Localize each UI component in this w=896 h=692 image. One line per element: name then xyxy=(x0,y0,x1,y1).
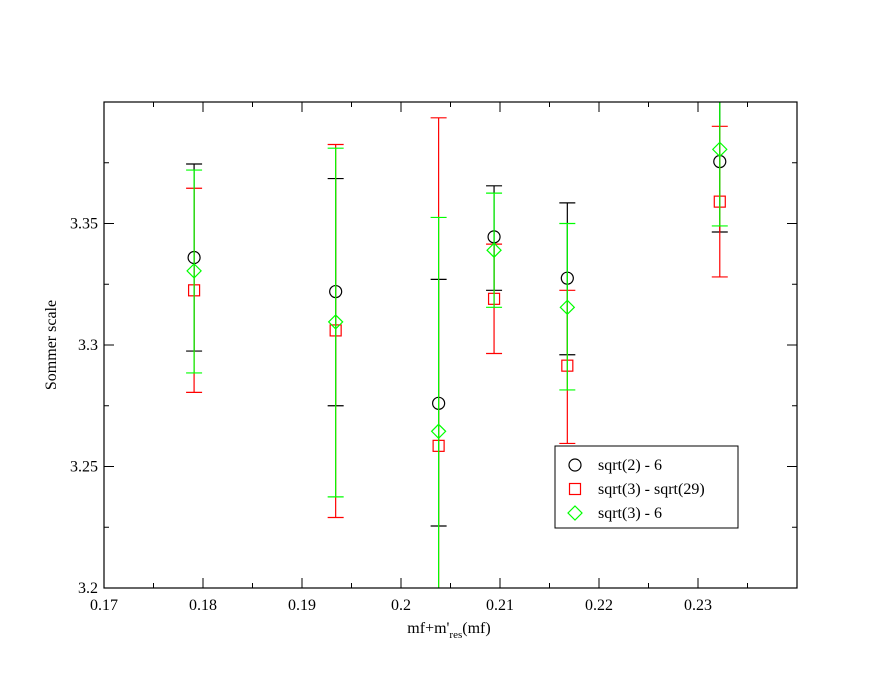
error-bar xyxy=(186,169,203,374)
legend-label-series-3: sqrt(3) - 6 xyxy=(598,505,662,522)
x-tick-label: 0.18 xyxy=(189,597,217,614)
error-bar xyxy=(559,222,576,391)
series-3 xyxy=(186,102,728,588)
error-bar xyxy=(327,147,344,498)
data-point-diamond xyxy=(559,299,576,316)
x-tick-label: 0.19 xyxy=(288,597,316,614)
legend-label-series-1: sqrt(2) - 6 xyxy=(598,457,662,474)
legend-label-series-2: sqrt(3) - sqrt(29) xyxy=(598,481,705,498)
error-bar xyxy=(486,192,503,308)
legend-entry-series-1: sqrt(2) - 6 xyxy=(568,457,662,474)
data-point-diamond xyxy=(711,141,728,158)
data-point-diamond xyxy=(186,263,202,279)
x-tick-label: 0.2 xyxy=(391,597,411,614)
y-tick-label: 3.35 xyxy=(70,216,98,233)
legend-diamond-marker xyxy=(567,505,583,521)
x-axis-label-base: mf+m' xyxy=(407,620,449,637)
data-point-diamond xyxy=(486,242,502,259)
data-point-diamond xyxy=(327,314,344,330)
legend: sqrt(2) - 6 sqrt(3) - sqrt(29) sqrt(3) -… xyxy=(554,445,739,529)
data-point-diamond xyxy=(430,423,447,440)
x-axis-label-subscript: res xyxy=(449,629,462,641)
x-axis-label: mf+m'res(mf) xyxy=(407,620,490,641)
x-tick-label: 0.17 xyxy=(90,597,118,614)
y-tick-label: 3.3 xyxy=(78,337,98,354)
plot-frame xyxy=(103,101,798,589)
tick-labels: 0.17 0.18 0.19 0.2 0.21 0.22 0.23 3.2 3.25 3.3 3.3… xyxy=(70,216,712,615)
x-axis-label-tail: (mf) xyxy=(462,620,490,637)
y-tick-label: 3.2 xyxy=(78,580,98,597)
y-tick-label: 3.25 xyxy=(70,459,98,476)
x-tick-label: 0.23 xyxy=(684,597,712,614)
legend-square-marker xyxy=(568,482,582,496)
legend-circle-marker xyxy=(568,458,582,472)
x-tick-label: 0.21 xyxy=(486,597,514,614)
y-axis-label: Sommer scale xyxy=(43,300,60,390)
data-series xyxy=(186,102,728,588)
x-tick-label: 0.22 xyxy=(585,597,613,614)
error-bar xyxy=(711,102,728,227)
legend-entry-series-3: sqrt(3) - 6 xyxy=(567,505,662,522)
legend-entry-series-2: sqrt(3) - sqrt(29) xyxy=(568,481,705,498)
legend-box xyxy=(554,445,739,529)
error-bar xyxy=(430,216,447,588)
